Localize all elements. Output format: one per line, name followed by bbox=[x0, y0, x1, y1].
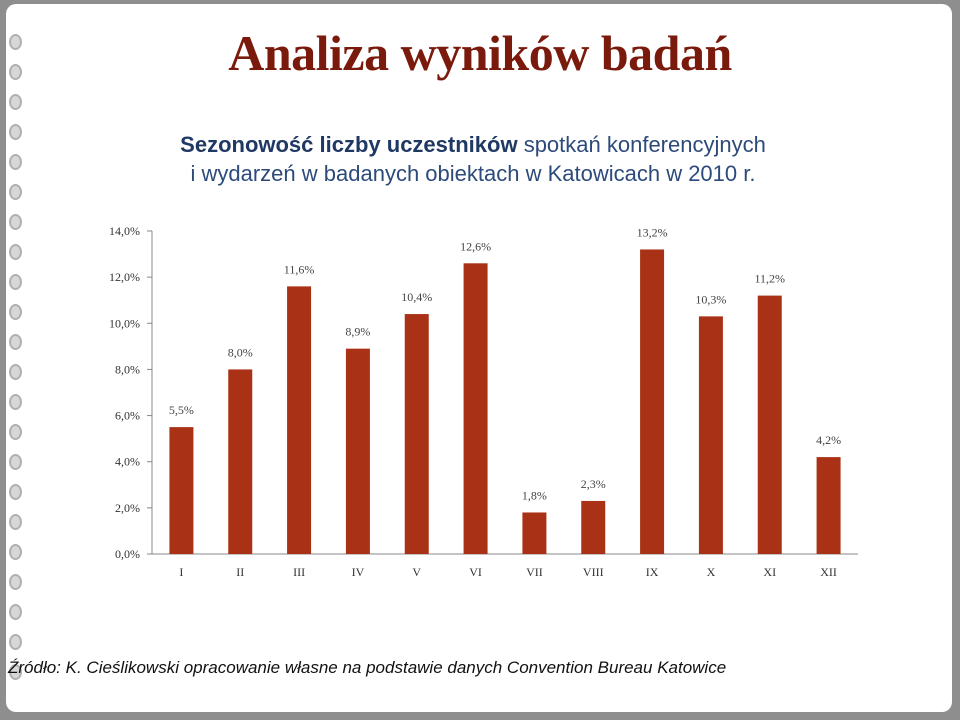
data-label: 1,8% bbox=[522, 488, 547, 502]
bar bbox=[463, 263, 488, 554]
data-label: 10,4% bbox=[401, 290, 432, 304]
binder-ring bbox=[9, 634, 22, 650]
x-tick-label: I bbox=[179, 565, 183, 579]
binder-ring bbox=[9, 124, 22, 140]
x-tick-label: X bbox=[707, 565, 716, 579]
x-tick-label: VIII bbox=[583, 565, 604, 579]
data-label: 8,0% bbox=[228, 345, 253, 359]
binder-ring bbox=[9, 274, 22, 290]
binder-ring bbox=[9, 34, 22, 50]
binder-ring bbox=[9, 604, 22, 620]
binder-ring bbox=[9, 664, 22, 680]
binder-ring bbox=[9, 454, 22, 470]
binder-ring bbox=[9, 154, 22, 170]
binder-ring bbox=[9, 244, 22, 260]
binder-ring bbox=[9, 304, 22, 320]
data-label: 4,2% bbox=[816, 433, 841, 447]
bar bbox=[816, 457, 841, 554]
x-tick-label: XI bbox=[763, 565, 776, 579]
binder-ring bbox=[9, 184, 22, 200]
binder-ring bbox=[9, 334, 22, 350]
y-tick-label: 2,0% bbox=[115, 501, 140, 515]
x-tick-label: XII bbox=[820, 565, 837, 579]
x-tick-label: VI bbox=[469, 565, 482, 579]
data-label: 11,2% bbox=[754, 272, 785, 286]
y-tick-label: 14,0% bbox=[109, 224, 140, 238]
binder-ring bbox=[9, 514, 22, 530]
bar bbox=[287, 286, 312, 554]
bar bbox=[169, 427, 194, 554]
bar bbox=[228, 369, 253, 554]
data-label: 13,2% bbox=[637, 225, 668, 239]
x-tick-label: IV bbox=[352, 565, 365, 579]
y-tick-label: 12,0% bbox=[109, 270, 140, 284]
binder-ring bbox=[9, 64, 22, 80]
data-label: 2,3% bbox=[581, 477, 606, 491]
data-label: 8,9% bbox=[345, 325, 370, 339]
binder-ring bbox=[9, 394, 22, 410]
source-note: Źródło: K. Cieślikowski opracowanie włas… bbox=[8, 658, 727, 677]
binder-ring bbox=[9, 214, 22, 230]
binder-ring bbox=[9, 364, 22, 380]
data-label: 11,6% bbox=[284, 262, 315, 276]
slide-title: Analiza wyników badań bbox=[228, 25, 732, 81]
subtitle-line2: i wydarzeń w badanych obiektach w Katowi… bbox=[190, 161, 756, 186]
x-tick-label: VII bbox=[526, 565, 543, 579]
binder-ring bbox=[9, 544, 22, 560]
x-tick-label: II bbox=[236, 565, 244, 579]
bar bbox=[698, 316, 723, 554]
bar bbox=[640, 249, 665, 554]
y-tick-label: 0,0% bbox=[115, 547, 140, 561]
x-tick-label: III bbox=[293, 565, 305, 579]
bar bbox=[757, 295, 782, 554]
y-tick-label: 4,0% bbox=[115, 455, 140, 469]
bar bbox=[345, 348, 370, 554]
bar bbox=[404, 314, 429, 554]
binder-rings bbox=[6, 34, 22, 694]
x-tick-label: V bbox=[412, 565, 421, 579]
x-tick-label: IX bbox=[646, 565, 659, 579]
y-tick-label: 10,0% bbox=[109, 316, 140, 330]
data-label: 12,6% bbox=[460, 239, 491, 253]
y-tick-label: 8,0% bbox=[115, 362, 140, 376]
data-label: 5,5% bbox=[169, 403, 194, 417]
bar bbox=[581, 500, 606, 554]
y-tick-label: 6,0% bbox=[115, 409, 140, 423]
subtitle-line1-rest: spotkań konferencyjnych bbox=[517, 132, 766, 157]
binder-ring bbox=[9, 424, 22, 440]
binder-ring bbox=[9, 574, 22, 590]
chart-subtitle: Sezonowość liczby uczestników spotkań ko… bbox=[0, 130, 946, 188]
binder-ring bbox=[9, 484, 22, 500]
binder-ring bbox=[9, 94, 22, 110]
bar bbox=[522, 512, 547, 554]
subtitle-bold-part: Sezonowość liczby uczestników bbox=[180, 132, 518, 157]
data-label: 10,3% bbox=[695, 292, 726, 306]
